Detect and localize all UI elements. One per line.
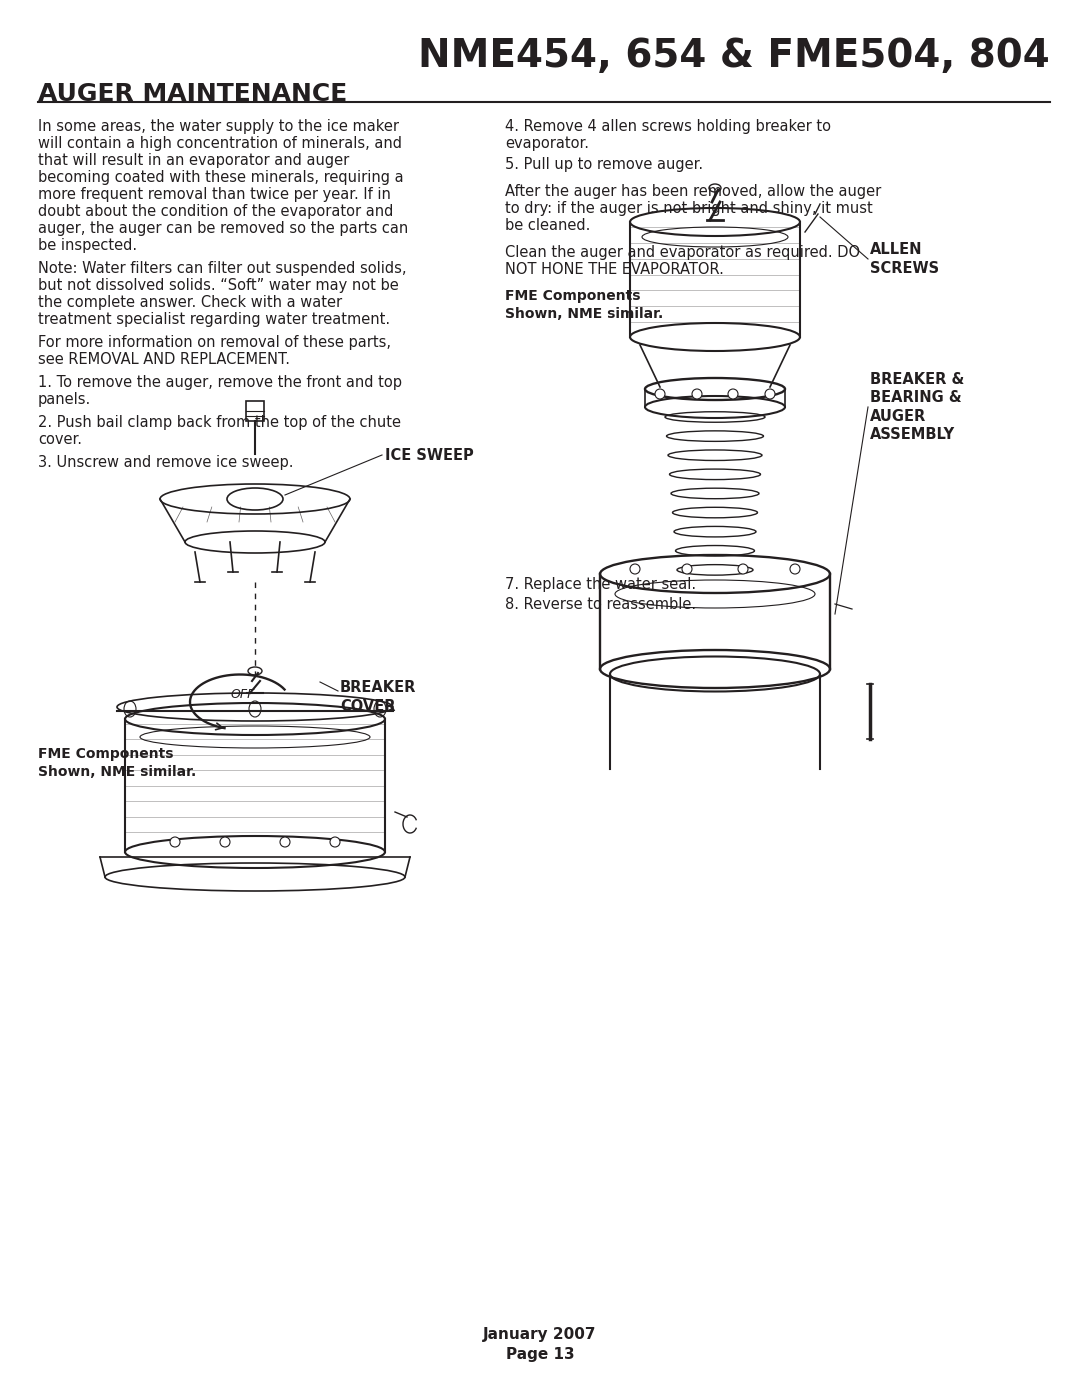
Text: Note: Water filters can filter out suspended solids,: Note: Water filters can filter out suspe… bbox=[38, 261, 406, 277]
Text: AUGER MAINTENANCE: AUGER MAINTENANCE bbox=[38, 82, 348, 106]
Text: treatment specialist regarding water treatment.: treatment specialist regarding water tre… bbox=[38, 312, 390, 327]
Text: doubt about the condition of the evaporator and: doubt about the condition of the evapora… bbox=[38, 204, 393, 219]
Text: 4. Remove 4 allen screws holding breaker to: 4. Remove 4 allen screws holding breaker… bbox=[505, 119, 831, 134]
Circle shape bbox=[738, 564, 748, 574]
Text: January 2007: January 2007 bbox=[483, 1327, 597, 1343]
Circle shape bbox=[330, 837, 340, 847]
Text: panels.: panels. bbox=[38, 393, 91, 407]
Circle shape bbox=[630, 564, 640, 574]
Text: FME Components
Shown, NME similar.: FME Components Shown, NME similar. bbox=[38, 747, 197, 780]
Text: but not dissolved solids. “Soft” water may not be: but not dissolved solids. “Soft” water m… bbox=[38, 278, 399, 293]
Text: more frequent removal than twice per year. If in: more frequent removal than twice per yea… bbox=[38, 187, 391, 203]
Text: 2. Push bail clamp back from the top of the chute: 2. Push bail clamp back from the top of … bbox=[38, 415, 401, 430]
Text: auger, the auger can be removed so the parts can: auger, the auger can be removed so the p… bbox=[38, 221, 408, 236]
Text: After the auger has been removed, allow the auger: After the auger has been removed, allow … bbox=[505, 184, 881, 198]
Text: cover.: cover. bbox=[38, 432, 82, 447]
Circle shape bbox=[280, 837, 291, 847]
Circle shape bbox=[765, 388, 775, 400]
Text: 7. Replace the water seal.: 7. Replace the water seal. bbox=[505, 577, 697, 592]
Text: evaporator.: evaporator. bbox=[505, 136, 589, 151]
Text: OFF: OFF bbox=[231, 687, 255, 700]
Circle shape bbox=[728, 388, 738, 400]
Circle shape bbox=[220, 837, 230, 847]
Circle shape bbox=[789, 564, 800, 574]
Text: 3. Unscrew and remove ice sweep.: 3. Unscrew and remove ice sweep. bbox=[38, 455, 294, 469]
Text: ALLEN
SCREWS: ALLEN SCREWS bbox=[870, 242, 940, 275]
Text: Clean the auger and evaporator as required. DO: Clean the auger and evaporator as requir… bbox=[505, 244, 860, 260]
Bar bbox=[246, 401, 264, 420]
Text: In some areas, the water supply to the ice maker: In some areas, the water supply to the i… bbox=[38, 119, 399, 134]
Circle shape bbox=[681, 564, 692, 574]
Text: NOT HONE THE EVAPORATOR.: NOT HONE THE EVAPORATOR. bbox=[505, 263, 724, 277]
Text: 1. To remove the auger, remove the front and top: 1. To remove the auger, remove the front… bbox=[38, 374, 402, 390]
Text: be cleaned.: be cleaned. bbox=[505, 218, 591, 233]
Text: see REMOVAL AND REPLACEMENT.: see REMOVAL AND REPLACEMENT. bbox=[38, 352, 291, 367]
Circle shape bbox=[692, 388, 702, 400]
Text: FME Components
Shown, NME similar.: FME Components Shown, NME similar. bbox=[505, 289, 663, 321]
Circle shape bbox=[654, 388, 665, 400]
Text: 8. Reverse to reassemble.: 8. Reverse to reassemble. bbox=[505, 597, 697, 612]
Text: Page 13: Page 13 bbox=[505, 1347, 575, 1362]
Text: the complete answer. Check with a water: the complete answer. Check with a water bbox=[38, 295, 342, 310]
Text: BREAKER
COVER: BREAKER COVER bbox=[340, 680, 417, 714]
Text: that will result in an evaporator and auger: that will result in an evaporator and au… bbox=[38, 154, 349, 168]
Text: For more information on removal of these parts,: For more information on removal of these… bbox=[38, 335, 391, 351]
Text: becoming coated with these minerals, requiring a: becoming coated with these minerals, req… bbox=[38, 170, 404, 184]
Text: to dry: if the auger is not bright and shiny, it must: to dry: if the auger is not bright and s… bbox=[505, 201, 873, 217]
Text: ICE SWEEP: ICE SWEEP bbox=[384, 447, 474, 462]
Circle shape bbox=[170, 837, 180, 847]
Text: BREAKER &
BEARING &
AUGER
ASSEMBLY: BREAKER & BEARING & AUGER ASSEMBLY bbox=[870, 372, 964, 443]
Text: be inspected.: be inspected. bbox=[38, 237, 137, 253]
Text: 5. Pull up to remove auger.: 5. Pull up to remove auger. bbox=[505, 156, 703, 172]
Text: NME454, 654 & FME504, 804: NME454, 654 & FME504, 804 bbox=[418, 36, 1050, 75]
Text: will contain a high concentration of minerals, and: will contain a high concentration of min… bbox=[38, 136, 402, 151]
